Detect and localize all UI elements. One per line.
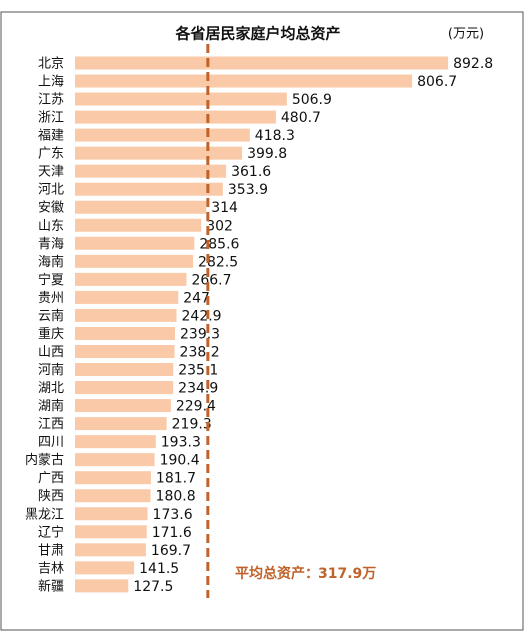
- value-label: 238.2: [180, 344, 220, 360]
- bar: [75, 128, 250, 142]
- bar: [75, 110, 276, 124]
- value-label: 418.3: [255, 128, 295, 144]
- value-label: 892.8: [453, 56, 493, 72]
- bar: [75, 290, 179, 304]
- frame: [0, 11, 524, 631]
- category-label: 辽宁: [38, 524, 64, 540]
- category-label: 甘肃: [38, 543, 64, 558]
- value-label: 173.6: [153, 507, 193, 523]
- category-label: 湖北: [38, 381, 64, 396]
- category-label: 陕西: [38, 489, 64, 504]
- value-label: 506.9: [292, 92, 332, 108]
- bar: [75, 308, 177, 322]
- bar: [75, 507, 148, 521]
- average-value: 317.9万: [318, 566, 376, 582]
- bar: [75, 435, 156, 449]
- bar: [75, 218, 202, 232]
- value-label: 285.6: [199, 236, 239, 252]
- category-label: 四川: [38, 435, 64, 450]
- category-label: 广东: [38, 147, 64, 162]
- bar: [75, 399, 171, 413]
- category-label: 广西: [38, 471, 64, 486]
- category-label: 黑龙江: [25, 507, 64, 522]
- bar: [75, 164, 227, 178]
- value-label: 141.5: [139, 561, 179, 577]
- value-label: 169.7: [151, 543, 191, 559]
- value-label: 171.6: [152, 525, 192, 541]
- bar: [75, 236, 195, 250]
- category-label: 山西: [38, 345, 64, 360]
- bar: [75, 326, 176, 340]
- category-label: 天津: [38, 165, 64, 180]
- value-label: 181.7: [156, 471, 196, 487]
- bar: [75, 182, 223, 196]
- bar: [75, 543, 146, 557]
- value-label: 219.3: [172, 417, 212, 433]
- value-label: 399.8: [247, 146, 287, 162]
- bar: [75, 146, 243, 160]
- category-label: 上海: [38, 75, 64, 90]
- value-label: 235.1: [178, 363, 218, 379]
- chart-title: 各省居民家庭户均总资产: [174, 25, 340, 43]
- value-label: 127.5: [133, 579, 173, 595]
- value-label: 190.4: [160, 453, 200, 469]
- category-label: 青海: [38, 237, 64, 252]
- value-label: 266.7: [191, 272, 231, 288]
- value-label: 193.3: [161, 435, 201, 451]
- value-label: 239.3: [180, 326, 220, 342]
- bar: [75, 561, 135, 575]
- category-label: 安徽: [38, 201, 64, 216]
- value-label: 247: [183, 290, 210, 306]
- category-label: 宁夏: [38, 272, 64, 288]
- category-label: 湖南: [38, 398, 64, 414]
- value-label: 229.4: [176, 399, 216, 415]
- value-label: 242.9: [182, 308, 222, 324]
- value-label: 180.8: [156, 489, 196, 505]
- category-label: 吉林: [38, 561, 64, 576]
- bar: [75, 92, 287, 106]
- category-label: 河南: [38, 362, 64, 378]
- value-label: 302: [206, 218, 233, 234]
- category-label: 重庆: [38, 326, 64, 342]
- bar: [75, 200, 207, 214]
- category-label: 山东: [38, 219, 64, 234]
- value-label: 480.7: [281, 110, 321, 126]
- bar: [75, 344, 175, 358]
- category-label: 江苏: [38, 92, 64, 108]
- category-label: 海南: [38, 254, 64, 270]
- category-label: 北京: [38, 57, 64, 72]
- bar: [75, 579, 129, 593]
- bar: [75, 453, 155, 467]
- category-label: 云南: [38, 308, 64, 324]
- value-label: 282.5: [198, 254, 238, 270]
- value-label: 314: [211, 200, 238, 216]
- average-label: 平均总资产：: [235, 565, 319, 582]
- category-label: 贵州: [38, 291, 64, 306]
- category-label: 浙江: [38, 111, 64, 126]
- bar: [75, 525, 147, 539]
- value-label: 353.9: [228, 182, 268, 198]
- category-label: 江西: [38, 417, 64, 432]
- bar: [75, 363, 174, 377]
- value-label: 361.6: [231, 164, 271, 180]
- unit-label: (万元): [448, 27, 484, 42]
- bar: [75, 74, 413, 88]
- category-label: 内蒙古: [25, 452, 64, 468]
- bar: [75, 489, 151, 503]
- category-label: 河北: [38, 183, 64, 198]
- bar: [75, 417, 167, 431]
- bar: [75, 272, 187, 286]
- value-label: 234.9: [178, 381, 218, 397]
- bar: [75, 381, 174, 395]
- category-label: 福建: [38, 129, 64, 144]
- category-label: 新疆: [38, 578, 64, 594]
- bar: [75, 254, 194, 268]
- value-label: 806.7: [417, 74, 457, 90]
- bar: [75, 56, 449, 70]
- bar: [75, 471, 151, 485]
